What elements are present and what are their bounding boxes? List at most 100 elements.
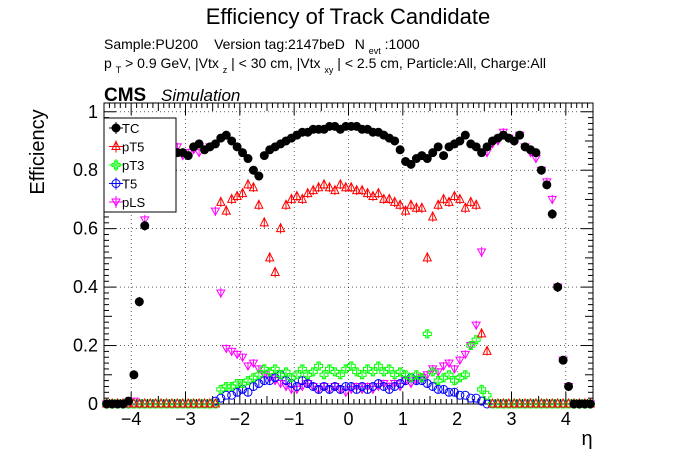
x-tick-label: 0 — [343, 409, 353, 429]
data-point-pt3 — [471, 335, 481, 345]
data-point-t5 — [471, 393, 481, 403]
x-tick-label: −3 — [175, 409, 196, 429]
data-point-tc — [243, 154, 253, 164]
data-point-pt3 — [254, 370, 264, 380]
data-point-pls — [384, 382, 395, 392]
data-point-pls — [210, 207, 221, 217]
data-point-tc — [406, 159, 416, 169]
data-point-pt5 — [487, 397, 498, 408]
x-tick-label: −4 — [121, 409, 142, 429]
data-point-tc — [248, 165, 258, 175]
data-point-t5 — [232, 387, 242, 397]
data-point-pt5 — [324, 181, 335, 192]
data-point-t5 — [428, 381, 438, 391]
data-point-pt5 — [373, 187, 384, 198]
data-point-tc — [439, 151, 449, 161]
data-point-t5 — [357, 381, 367, 391]
data-point-pt5 — [476, 327, 487, 338]
data-point-pt3 — [428, 367, 438, 377]
data-point-tc — [433, 142, 443, 152]
data-point-pt5 — [237, 187, 248, 198]
data-point-tc — [221, 130, 231, 140]
data-point-t5 — [254, 379, 264, 389]
data-point-pt5 — [422, 251, 433, 262]
data-point-t5 — [248, 381, 258, 391]
data-point-pt5 — [444, 196, 454, 206]
data-point-pt5 — [139, 397, 150, 408]
data-point-pt5 — [259, 216, 270, 227]
nevt-label: N — [355, 36, 365, 52]
data-point-t5 — [449, 387, 459, 397]
legend-marker-t5 — [111, 179, 121, 188]
data-point-tc — [471, 142, 481, 152]
data-point-tc — [428, 148, 438, 158]
y-axis-label: Efficiency — [27, 109, 49, 194]
vtxz-subscript: z — [223, 65, 228, 75]
data-point-pls — [248, 359, 259, 369]
data-point-tc — [227, 136, 237, 146]
data-point-pt5 — [335, 178, 346, 189]
data-point-pt5 — [460, 202, 471, 212]
data-point-tc — [585, 399, 595, 409]
data-point-tc — [558, 355, 568, 365]
data-point-t5 — [433, 384, 443, 394]
data-point-pt5 — [221, 205, 232, 215]
data-point-pt5 — [183, 397, 194, 408]
data-point-pt5 — [438, 193, 449, 203]
data-point-pt5 — [400, 205, 411, 215]
legend-marker-pt3 — [111, 160, 121, 170]
data-point-pt5 — [411, 202, 422, 212]
legend: TC pT5 pT3 T5 pLS — [103, 117, 177, 213]
data-point-tc — [395, 145, 405, 155]
data-point-pt5 — [150, 397, 161, 408]
cms-label: CMS — [104, 85, 146, 106]
pt-label: p — [104, 55, 112, 71]
data-point-pt5 — [243, 178, 253, 189]
data-point-t5 — [455, 390, 465, 400]
data-point-pls — [547, 195, 558, 205]
chart-title: Efficiency of Track Candidate — [206, 4, 491, 29]
data-point-pt5 — [509, 397, 520, 408]
data-point-pt5 — [156, 397, 166, 408]
data-point-pt5 — [547, 397, 558, 408]
data-point-pt3 — [482, 390, 492, 400]
data-point-t5 — [216, 393, 226, 403]
data-point-pt5 — [292, 190, 302, 201]
data-point-pt5 — [455, 193, 465, 203]
data-point-pt5 — [362, 187, 373, 198]
data-point-tc — [542, 180, 552, 190]
x-tick-labels: −4 −3 −2 −1 0 1 2 3 4 — [121, 409, 571, 429]
data-point-pls — [476, 248, 487, 258]
data-point-pls — [433, 368, 444, 377]
legend-entry-pls: pLS — [109, 195, 145, 210]
data-point-pt5 — [188, 397, 199, 408]
series-pt3 — [102, 329, 595, 409]
data-point-t5 — [243, 387, 253, 397]
data-point-tc — [509, 136, 519, 146]
data-point-tc — [477, 148, 487, 158]
legend-marker-pt5 — [111, 140, 121, 150]
vtxxy-cut-label: | < 2.5 cm, Particle:All, Charge:All — [337, 55, 546, 71]
data-point-tc — [536, 165, 546, 175]
data-point-pls — [460, 350, 471, 360]
y-tick-label: 0.2 — [73, 336, 98, 356]
data-point-tc — [259, 151, 269, 161]
data-point-pt5 — [406, 199, 416, 209]
y-tick-label: 0 — [88, 394, 98, 414]
data-point-tc — [390, 136, 400, 146]
data-point-pt5 — [270, 266, 280, 276]
data-point-t5 — [460, 390, 470, 400]
data-point-tc — [194, 139, 204, 149]
data-point-t5 — [221, 390, 231, 400]
data-point-pt5 — [199, 397, 210, 408]
data-point-pt5 — [357, 184, 367, 195]
chart-subtitle-line1: Sample:PU200 Version tag:2147beD N evt :… — [104, 36, 420, 57]
data-point-t5 — [466, 393, 476, 403]
data-point-tc — [134, 297, 144, 307]
data-point-t5 — [346, 381, 356, 391]
data-point-t5 — [368, 381, 378, 391]
data-point-pt5 — [319, 178, 329, 189]
data-point-pt5 — [134, 397, 145, 408]
data-point-t5 — [422, 379, 432, 389]
data-point-tc — [123, 396, 133, 406]
